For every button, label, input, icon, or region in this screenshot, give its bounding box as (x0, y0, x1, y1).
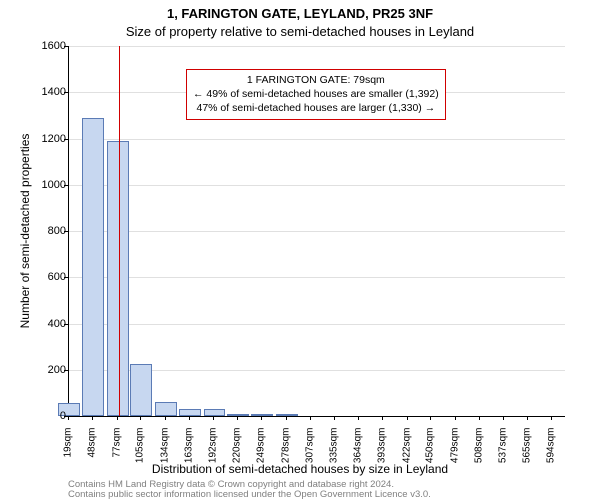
y-tick-label: 1600 (26, 40, 66, 52)
x-tick-mark (334, 416, 335, 420)
x-tick-mark (310, 416, 311, 420)
x-tick-mark (479, 416, 480, 420)
histogram-bar (82, 118, 104, 416)
histogram-bar (107, 141, 129, 416)
x-tick-label: 192sqm (208, 428, 219, 476)
x-tick-label: 393sqm (377, 428, 388, 476)
histogram-bar (227, 414, 249, 416)
y-tick-label: 800 (26, 225, 66, 237)
y-tick-mark (64, 185, 68, 186)
x-tick-label: 220sqm (231, 428, 242, 476)
gridline (69, 185, 565, 186)
y-tick-label: 1000 (26, 179, 66, 191)
y-tick-label: 600 (26, 271, 66, 283)
x-tick-mark (261, 416, 262, 420)
y-tick-label: 1200 (26, 133, 66, 145)
histogram-bar (251, 414, 273, 416)
x-tick-label: 335sqm (328, 428, 339, 476)
x-tick-label: 77sqm (111, 428, 122, 476)
x-tick-label: 307sqm (305, 428, 316, 476)
x-tick-label: 364sqm (353, 428, 364, 476)
x-tick-mark (189, 416, 190, 420)
x-tick-label: 249sqm (256, 428, 267, 476)
x-tick-label: 105sqm (135, 428, 146, 476)
x-tick-label: 537sqm (498, 428, 509, 476)
gridline (69, 231, 565, 232)
x-tick-mark (455, 416, 456, 420)
gridline (69, 46, 565, 47)
x-tick-mark (117, 416, 118, 420)
footer-line2: Contains public sector information licen… (68, 489, 431, 500)
y-tick-mark (64, 324, 68, 325)
annotation-line2: ← 49% of semi-detached houses are smalle… (193, 87, 439, 101)
histogram-bar (179, 409, 201, 416)
footer-attribution: Contains HM Land Registry data © Crown c… (68, 480, 431, 499)
y-tick-label: 400 (26, 318, 66, 330)
x-tick-mark (407, 416, 408, 420)
x-tick-mark (68, 416, 69, 420)
y-tick-mark (64, 46, 68, 47)
x-tick-label: 48sqm (87, 428, 98, 476)
x-tick-label: 278sqm (280, 428, 291, 476)
y-tick-label: 1400 (26, 86, 66, 98)
y-tick-mark (64, 277, 68, 278)
x-tick-mark (165, 416, 166, 420)
x-tick-label: 422sqm (401, 428, 412, 476)
x-tick-mark (503, 416, 504, 420)
x-tick-label: 565sqm (522, 428, 533, 476)
x-tick-mark (92, 416, 93, 420)
y-tick-mark (64, 92, 68, 93)
x-tick-label: 450sqm (425, 428, 436, 476)
y-tick-mark (64, 370, 68, 371)
gridline (69, 277, 565, 278)
chart-title-address: 1, FARINGTON GATE, LEYLAND, PR25 3NF (0, 6, 600, 21)
x-tick-mark (286, 416, 287, 420)
gridline (69, 139, 565, 140)
chart-subtitle: Size of property relative to semi-detach… (0, 24, 600, 39)
x-tick-mark (382, 416, 383, 420)
x-tick-label: 479sqm (449, 428, 460, 476)
annotation-line1: 1 FARINGTON GATE: 79sqm (193, 73, 439, 87)
gridline (69, 324, 565, 325)
x-tick-mark (213, 416, 214, 420)
x-tick-mark (358, 416, 359, 420)
histogram-bar (130, 364, 152, 416)
histogram-bar (155, 402, 177, 416)
x-tick-label: 594sqm (546, 428, 557, 476)
y-tick-label: 200 (26, 364, 66, 376)
x-tick-label: 163sqm (184, 428, 195, 476)
y-tick-mark (64, 231, 68, 232)
property-marker-line (119, 46, 120, 416)
x-tick-label: 134sqm (159, 428, 170, 476)
property-annotation: 1 FARINGTON GATE: 79sqm← 49% of semi-det… (186, 69, 446, 120)
x-tick-label: 508sqm (474, 428, 485, 476)
x-tick-mark (430, 416, 431, 420)
x-tick-mark (237, 416, 238, 420)
histogram-bar (204, 409, 226, 416)
x-tick-mark (551, 416, 552, 420)
x-tick-label: 19sqm (63, 428, 74, 476)
x-tick-mark (140, 416, 141, 420)
annotation-line3: 47% of semi-detached houses are larger (… (193, 101, 439, 115)
x-tick-mark (527, 416, 528, 420)
y-tick-label: 0 (26, 410, 66, 422)
y-tick-mark (64, 139, 68, 140)
